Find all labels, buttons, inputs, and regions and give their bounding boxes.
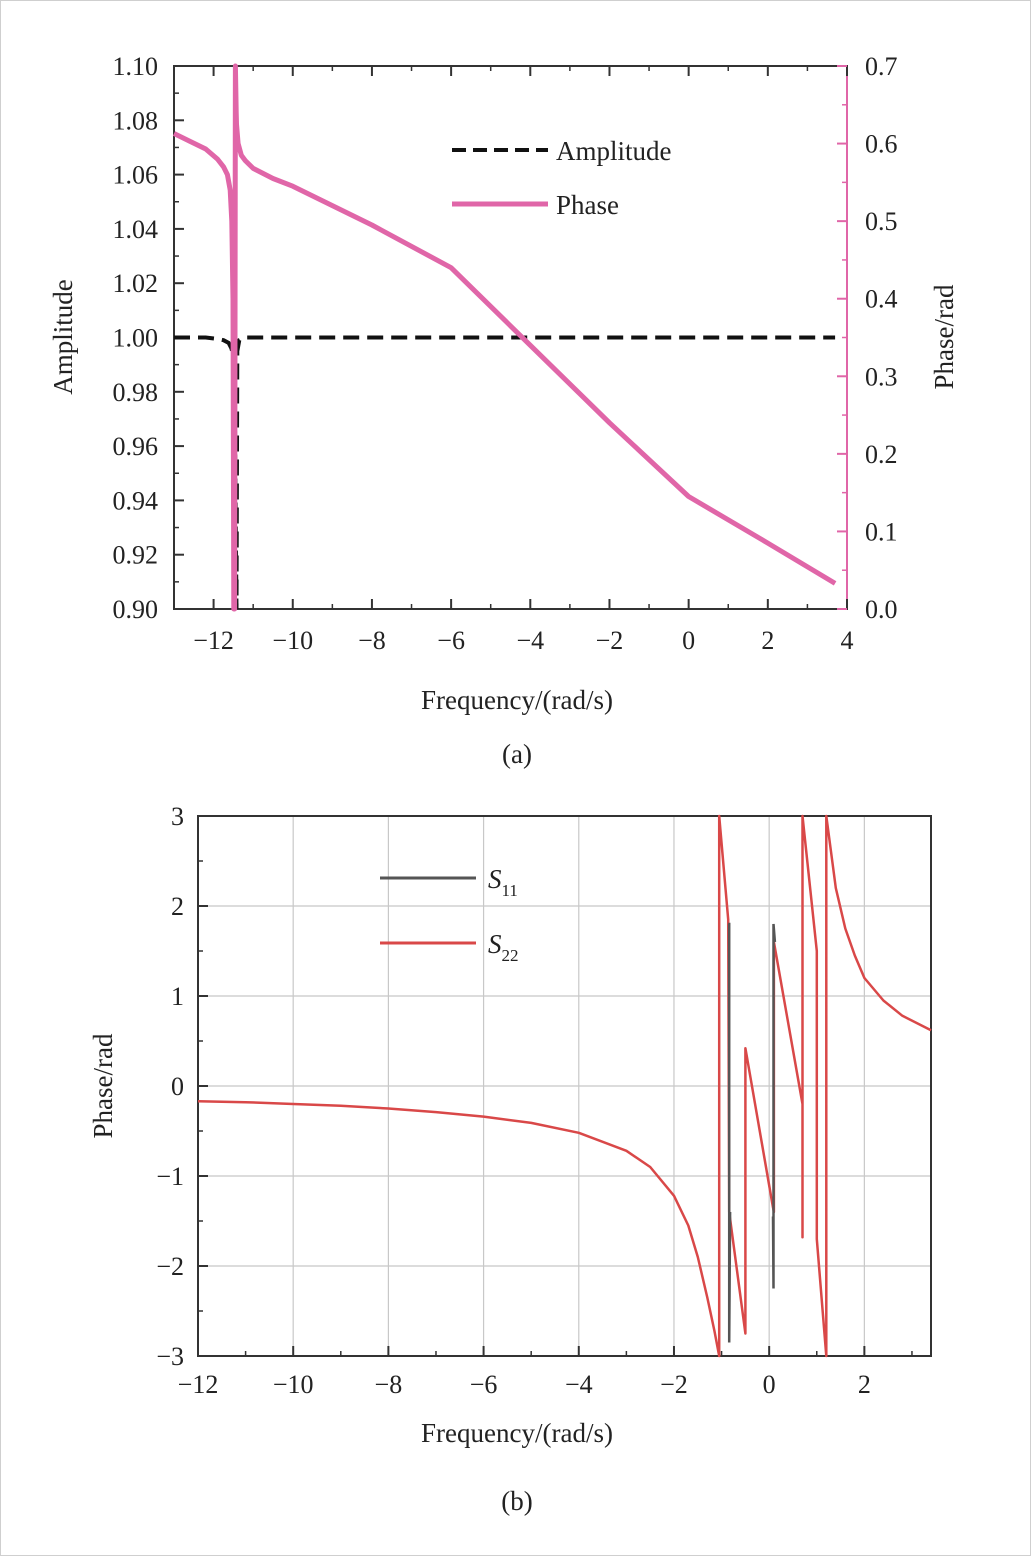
panel-a-amplitude-line xyxy=(174,335,836,610)
panel-b-ytick-label: −2 xyxy=(156,1252,184,1281)
panel-a-xlabel: Frequency/(rad/s) xyxy=(421,685,613,715)
panel-b-xtick-label: −2 xyxy=(660,1370,688,1399)
panel-a-caption: (a) xyxy=(502,739,532,769)
panel-a-ytick-label: 0.98 xyxy=(113,378,159,407)
panel-a-legend: Amplitude Phase xyxy=(452,136,672,220)
panel-a-y2tick-label: 0.4 xyxy=(865,285,898,314)
legend-phase-label: Phase xyxy=(556,190,619,220)
legend-s22-label: S22 xyxy=(488,929,519,965)
panel-b-xtick-label: −4 xyxy=(565,1370,593,1399)
legend-s11-symbol: S xyxy=(488,864,502,894)
panel-b-ytick-label: −1 xyxy=(156,1162,184,1191)
panel-b-marks xyxy=(197,814,932,1358)
panel-a-xtick-label: −2 xyxy=(596,626,624,655)
legend-amplitude-label: Amplitude xyxy=(556,136,672,166)
panel-b-xtick-label: −8 xyxy=(375,1370,403,1399)
panel-a-ytick-label: 0.90 xyxy=(113,595,159,624)
legend-s11-subscript: 11 xyxy=(502,881,518,900)
panel-b-legend: S11 S22 xyxy=(380,864,519,965)
panel-a-ytick-label: 0.94 xyxy=(113,486,159,515)
panel-a-xtick-label: 0 xyxy=(682,626,695,655)
panel-a-xtick-label: 4 xyxy=(841,626,854,655)
panel-a-ytick-label: 1.04 xyxy=(113,215,159,244)
legend-s11-label: S11 xyxy=(488,864,518,900)
panel-b-xtick-label: −6 xyxy=(470,1370,498,1399)
panel-a-xtick-label: −8 xyxy=(358,626,386,655)
panel-b-xtick-label: 2 xyxy=(858,1370,871,1399)
panel-a-xtick-label: 2 xyxy=(761,626,774,655)
panel-a-ylabel: Amplitude xyxy=(48,279,78,395)
legend-s22-subscript: 22 xyxy=(502,946,519,965)
panel-b-grid xyxy=(197,815,931,1357)
panel-b-xtick-label: −10 xyxy=(273,1370,314,1399)
panel-a-ytick-label: 1.02 xyxy=(113,269,159,298)
panel-a-ytick-label: 1.10 xyxy=(113,52,159,81)
panel-a-xtick-label: −12 xyxy=(193,626,234,655)
panel-b-ytick-label: 2 xyxy=(171,892,184,921)
panel-b-caption: (b) xyxy=(501,1486,532,1516)
panel-b-ytick-label: 1 xyxy=(171,982,184,1011)
panel-a-xtick-label: −10 xyxy=(272,626,313,655)
panel-b-ylabel: Phase/rad xyxy=(88,1033,118,1138)
panel-a-ticks: −12 −10 −8 −6 −4 −2 0 2 4 0.90 0.92 0.94 0.96 0.98 1.0… xyxy=(113,52,898,655)
panel-a-xtick-label: −6 xyxy=(437,626,465,655)
panel-a-marks xyxy=(172,63,837,612)
panel-b-xtick-label: 0 xyxy=(763,1370,776,1399)
panel-a-ytick-label: 1.06 xyxy=(113,161,159,190)
panel-a-phase-line xyxy=(172,63,837,612)
panel-a-xtick-label: −4 xyxy=(516,626,544,655)
panel-a-y2tick-label: 0.0 xyxy=(865,595,898,624)
panel-b-xtick-label: −12 xyxy=(178,1370,219,1399)
panel-a-y2tick-label: 0.1 xyxy=(865,517,898,546)
panel-a-ytick-label: 1.00 xyxy=(113,324,159,353)
panel-b-s11-line xyxy=(727,922,777,1343)
panel-a-ytick-label: 0.92 xyxy=(113,541,159,570)
legend-s22-symbol: S xyxy=(488,929,502,959)
panel-b-ytick-label: −3 xyxy=(156,1342,184,1371)
panel-a-y2tick-label: 0.3 xyxy=(865,362,898,391)
panel-a-chart: −12 −10 −8 −6 −4 −2 0 2 4 0.90 0.92 0.94 0.96 0.98 1.0… xyxy=(48,52,959,769)
panel-a-y2tick-label: 0.6 xyxy=(865,130,898,159)
panel-a-ytick-label: 1.08 xyxy=(113,106,159,135)
panel-a-y2label: Phase/rad xyxy=(929,284,959,389)
panel-b-ytick-label: 0 xyxy=(171,1072,184,1101)
panel-a-y2tick-label: 0.5 xyxy=(865,207,898,236)
panel-b-xlabel: Frequency/(rad/s) xyxy=(421,1418,613,1448)
panel-a-ytick-label: 0.96 xyxy=(113,432,159,461)
panel-a-y2tick-label: 0.2 xyxy=(865,440,898,469)
panel-a-y2tick-label: 0.7 xyxy=(865,52,898,81)
panel-b-ytick-label: 3 xyxy=(171,802,184,831)
